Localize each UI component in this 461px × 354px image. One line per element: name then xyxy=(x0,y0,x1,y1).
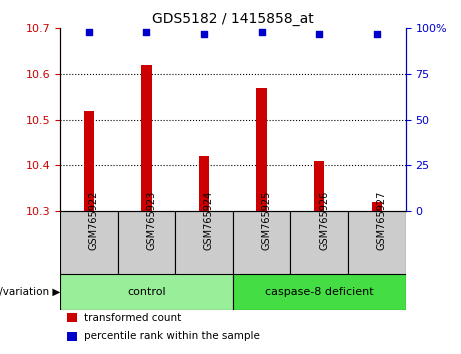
Text: GSM765923: GSM765923 xyxy=(146,191,156,250)
Point xyxy=(373,31,381,36)
Bar xyxy=(290,211,348,274)
Bar xyxy=(60,274,233,310)
Bar xyxy=(67,332,77,341)
Point xyxy=(85,29,92,35)
Point xyxy=(200,31,207,36)
Text: genotype/variation ▶: genotype/variation ▶ xyxy=(0,287,60,297)
Bar xyxy=(141,65,152,211)
Text: GSM765925: GSM765925 xyxy=(262,191,272,250)
Bar xyxy=(256,88,267,211)
Text: GSM765927: GSM765927 xyxy=(377,191,387,250)
Bar xyxy=(233,274,406,310)
Bar xyxy=(60,211,118,274)
Bar xyxy=(83,110,94,211)
Text: GSM765926: GSM765926 xyxy=(319,191,329,250)
Point xyxy=(315,31,323,36)
Title: GDS5182 / 1415858_at: GDS5182 / 1415858_at xyxy=(152,12,313,26)
Point xyxy=(258,29,266,35)
Text: transformed count: transformed count xyxy=(84,313,181,323)
Bar xyxy=(67,313,77,322)
Bar xyxy=(348,211,406,274)
Point xyxy=(142,29,150,35)
Text: GSM765922: GSM765922 xyxy=(89,191,99,250)
Bar xyxy=(175,211,233,274)
Text: GSM765924: GSM765924 xyxy=(204,191,214,250)
Bar xyxy=(233,211,290,274)
Text: caspase-8 deficient: caspase-8 deficient xyxy=(265,287,373,297)
Text: percentile rank within the sample: percentile rank within the sample xyxy=(84,331,260,341)
Text: control: control xyxy=(127,287,165,297)
Bar xyxy=(314,161,325,211)
Bar xyxy=(199,156,209,211)
Bar xyxy=(118,211,175,274)
Bar xyxy=(372,202,382,211)
